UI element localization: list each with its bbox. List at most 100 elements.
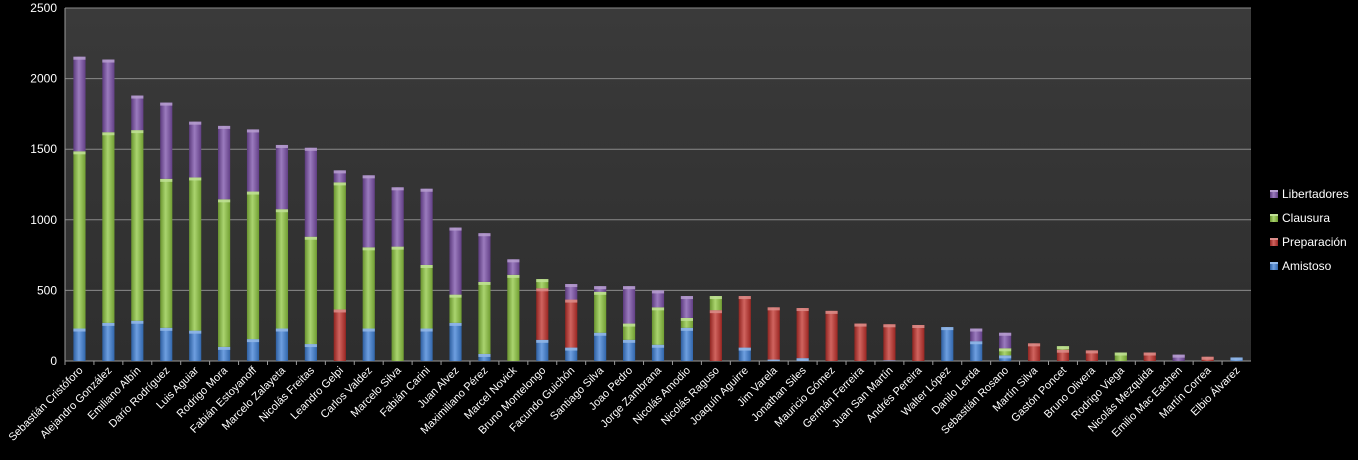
- bar-segment-clausura: [275, 209, 289, 329]
- bar-segment-libertadores: [594, 286, 607, 292]
- bar-segment-amistoso: [622, 339, 636, 361]
- y-tick-label: 2000: [30, 72, 57, 86]
- legend-item: Preparación: [1270, 235, 1347, 249]
- bar-segment-libertadores: [622, 286, 636, 324]
- bar-segment-amistoso: [883, 360, 896, 361]
- legend-swatch: [1270, 238, 1278, 246]
- bar-segment-amistoso: [304, 344, 317, 361]
- bar-segment-clausura: [507, 274, 520, 361]
- bars: [73, 56, 1243, 361]
- bar-segment-clausura: [622, 323, 636, 340]
- bar-segment-libertadores: [970, 328, 983, 342]
- bar-segment-preparacin: [854, 323, 867, 361]
- bar-segment-libertadores: [246, 129, 260, 192]
- legend-label: Amistoso: [1282, 259, 1332, 273]
- bar-segment-amistoso: [999, 355, 1012, 361]
- bar-segment-amistoso: [420, 328, 433, 361]
- bar-segment-libertadores: [449, 227, 462, 295]
- bar-segment-clausura: [1114, 352, 1127, 361]
- bar-segment-clausura: [594, 291, 607, 333]
- x-tick-label: Elbio Álvarez: [1188, 364, 1243, 419]
- legend-item: Clausura: [1270, 211, 1330, 225]
- bar-segment-amistoso: [449, 322, 462, 361]
- bar-segment-clausura: [651, 307, 665, 345]
- bar-segment-preparacin: [883, 324, 896, 361]
- bar-segment-clausura: [304, 236, 317, 345]
- y-axis: 0 500 1000 1500 2000 2500: [30, 1, 66, 368]
- bar-segment-clausura: [1056, 346, 1070, 350]
- bar-segment-clausura: [131, 130, 144, 321]
- bar-segment-amistoso: [218, 346, 231, 361]
- bar-segment-amistoso: [680, 327, 694, 361]
- bar-segment-preparacin: [1027, 343, 1041, 361]
- bar-segment-clausura: [362, 247, 375, 329]
- bar-segment-libertadores: [131, 95, 144, 131]
- bar-segment-libertadores: [507, 259, 520, 275]
- legend-swatch: [1270, 214, 1278, 222]
- y-tick-label: 2500: [30, 1, 57, 15]
- bar-segment-preparacin: [1201, 356, 1214, 361]
- bar-segment-amistoso: [246, 339, 260, 361]
- bar-segment-amistoso: [536, 339, 549, 361]
- bar-segment-clausura: [680, 317, 694, 328]
- bar-segment-preparacin: [738, 296, 751, 348]
- bar-segment-preparacin: [536, 288, 549, 340]
- legend-label: Preparación: [1282, 235, 1347, 249]
- bar-segment-libertadores: [1172, 354, 1185, 361]
- bar-segment-clausura: [999, 348, 1012, 356]
- bar-segment-preparacin: [565, 299, 578, 348]
- bar-segment-amistoso: [102, 322, 115, 361]
- bar-segment-libertadores: [275, 144, 289, 210]
- bar-segment-clausura: [391, 246, 404, 361]
- bar-segment-libertadores: [304, 147, 317, 237]
- bar-segment-clausura: [420, 264, 433, 329]
- bar-segment-preparacin: [709, 310, 722, 361]
- bar-segment-libertadores: [218, 125, 231, 200]
- bar-segment-clausura: [189, 177, 202, 331]
- bar-segment-amistoso: [565, 347, 578, 361]
- bar-segment-libertadores: [651, 290, 665, 308]
- bar-segment-clausura: [218, 199, 231, 347]
- bar-segment-preparacin: [1143, 352, 1156, 361]
- bar-segment-libertadores: [680, 296, 694, 318]
- bar-segment-clausura: [536, 279, 549, 289]
- bar-segment-amistoso: [796, 358, 809, 361]
- legend-swatch: [1270, 262, 1278, 270]
- legend-label: Clausura: [1282, 211, 1330, 225]
- bar-segment-clausura: [160, 178, 173, 328]
- legend-item: Libertadores: [1270, 187, 1349, 201]
- y-tick-label: 500: [37, 283, 57, 297]
- bar-segment-amistoso: [131, 320, 144, 361]
- bar-segment-libertadores: [999, 332, 1012, 349]
- bar-segment-libertadores: [102, 59, 115, 133]
- y-tick-label: 1500: [30, 142, 57, 156]
- bar-segment-amistoso: [767, 359, 780, 361]
- bar-segment-preparacin: [796, 308, 809, 359]
- bar-segment-preparacin: [912, 324, 925, 361]
- bar-segment-libertadores: [189, 121, 202, 178]
- y-tick-label: 1000: [30, 213, 57, 227]
- legend-label: Libertadores: [1282, 187, 1349, 201]
- bar-segment-libertadores: [391, 187, 404, 247]
- bar-segment-clausura: [246, 191, 260, 340]
- bar-segment-amistoso: [738, 347, 751, 361]
- bar-segment-libertadores: [73, 56, 86, 152]
- bar-segment-amistoso: [160, 327, 173, 361]
- bar-segment-libertadores: [160, 102, 173, 179]
- bar-segment-preparacin: [1056, 349, 1070, 361]
- bar-segment-amistoso: [941, 327, 954, 361]
- bar-segment-clausura: [449, 294, 462, 323]
- bar-segment-preparacin: [825, 310, 838, 361]
- bar-segment-amistoso: [275, 328, 289, 361]
- bar-segment-libertadores: [333, 170, 346, 183]
- bar-segment-amistoso: [362, 328, 375, 361]
- bar-segment-clausura: [333, 182, 346, 310]
- bar-segment-clausura: [709, 296, 722, 311]
- bar-segment-amistoso: [970, 341, 983, 361]
- bar-segment-amistoso: [1230, 357, 1243, 361]
- bar-segment-libertadores: [478, 233, 491, 282]
- bar-segment-amistoso: [594, 332, 607, 361]
- bar-segment-libertadores: [362, 175, 375, 248]
